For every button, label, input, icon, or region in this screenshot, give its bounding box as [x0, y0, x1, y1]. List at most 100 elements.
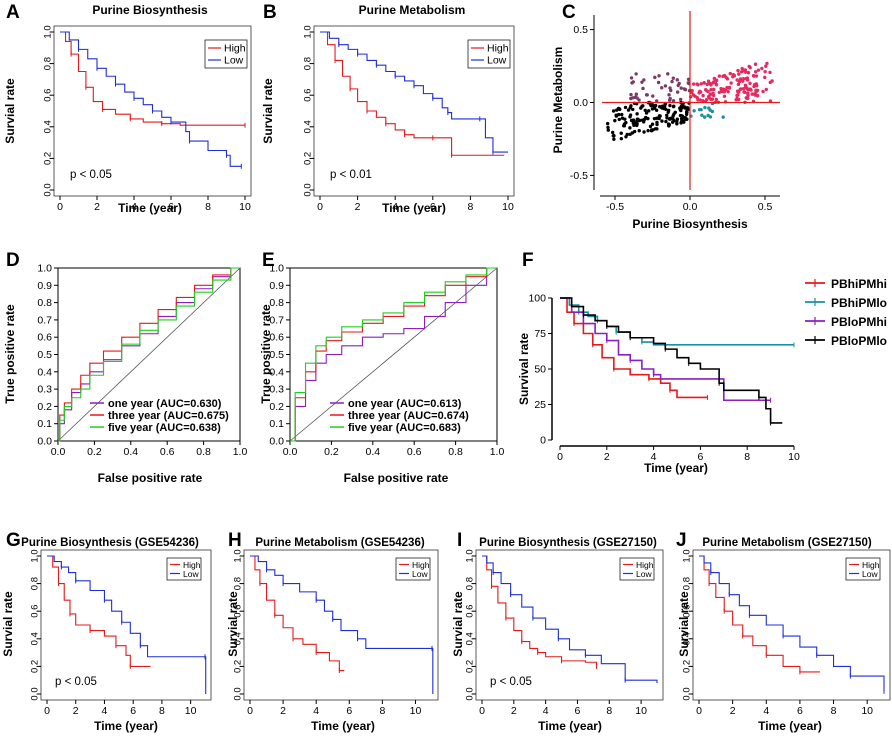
scatter-point	[736, 68, 740, 73]
scatter-point	[727, 85, 732, 90]
scatter-point	[629, 118, 634, 123]
x-axis-label: False positive rate	[344, 471, 449, 485]
x-tick-label: 4	[763, 705, 769, 717]
y-tick-label: 0.2	[233, 660, 244, 673]
x-tick-label: 2	[94, 201, 100, 213]
x-tick-label: 0.8	[196, 446, 211, 458]
scatter-point	[737, 90, 741, 94]
x-tick-label: 6	[575, 705, 581, 717]
km-curve-high	[699, 555, 821, 673]
y-tick-label: 0.3	[269, 384, 284, 396]
x-tick-label: 8	[205, 201, 211, 213]
scatter-point	[657, 74, 661, 78]
y-axis-label: Purine Metabolism	[551, 47, 565, 154]
scatter-point	[656, 80, 661, 85]
scatter-point	[667, 98, 672, 102]
y-tick-label: 0.5	[37, 349, 52, 361]
y-tick-label: 0.2	[465, 660, 476, 673]
x-tick-label: 1.0	[233, 446, 248, 458]
scatter-point	[699, 107, 703, 112]
scatter-point	[729, 81, 733, 85]
scatter-point	[700, 113, 704, 117]
y-tick-label: 0.8	[233, 577, 244, 590]
plot-frame	[475, 549, 664, 701]
x-tick-label: 1.0	[490, 446, 505, 458]
panel-e: E 0.0 0.2 0.4 0.6 0.8 1.0 0.0 0.1 0.2 0.3 0.4 0.5 0.6…	[259, 250, 504, 485]
chart-title: Purine Metabolism (GSE54236)	[255, 537, 425, 549]
scatter-group-pbhipmlo	[689, 101, 725, 119]
scatter-point	[641, 120, 646, 124]
y-tick-label: 100	[528, 293, 546, 305]
km-curve-low	[60, 31, 242, 167]
scatter-point	[668, 103, 672, 108]
scatter-point	[671, 116, 675, 121]
p-value-annotation: p < 0.05	[70, 169, 112, 181]
y-tick-label: 0.2	[682, 660, 693, 673]
scatter-point	[666, 110, 670, 114]
legend-label: PBloPMhi	[831, 315, 887, 329]
roc-curve-3	[58, 267, 240, 442]
panel-c: C -0.5 0.0 0.5 -0.5 0.0 0.5 Purine Biosynthesis…	[551, 2, 780, 231]
y-tick-label: 0.5	[573, 24, 588, 36]
scatter-point	[736, 82, 741, 87]
scatter-point	[635, 119, 639, 123]
y-tick-label: 0.7	[269, 314, 284, 326]
legend-label: three year (AUC=0.675)	[108, 410, 229, 422]
scatter-point	[648, 124, 653, 129]
x-tick-label: 10	[239, 201, 251, 213]
y-tick-label: 0.2	[303, 152, 314, 165]
scatter-point	[712, 76, 717, 81]
km-curve-low	[250, 555, 434, 694]
x-axis-label: Time (year)	[644, 461, 708, 475]
panel-label: D	[6, 250, 20, 271]
km-curve-low	[320, 31, 508, 153]
legend-label: PBhiPMhi	[831, 277, 887, 291]
scatter-point	[632, 123, 636, 127]
scatter-point	[667, 93, 671, 97]
x-tick-label: 8	[379, 705, 385, 717]
scatter-point	[653, 103, 658, 108]
scatter-point	[678, 106, 682, 110]
scatter-point	[643, 108, 647, 112]
scatter-point	[606, 125, 610, 130]
scatter-point	[696, 83, 700, 87]
scatter-point	[615, 108, 619, 112]
panel-h: H Purine Metabolism (GSE54236) 0 2 4 6 8 10 0.0 0…	[226, 530, 439, 733]
scatter-point	[675, 78, 679, 82]
x-tick-label: 2	[604, 451, 610, 463]
plot-frame	[313, 25, 515, 197]
x-tick-label: 2	[730, 705, 736, 717]
y-axis-label: Survial rate	[3, 78, 17, 144]
scatter-point	[752, 84, 756, 89]
scatter-point	[753, 62, 758, 66]
legend-label: High	[862, 560, 880, 570]
y-tick-label: 75	[534, 328, 546, 340]
x-axis-label: Time (year)	[311, 719, 375, 733]
scatter-point	[682, 119, 686, 123]
x-axis-label: False positive rate	[98, 471, 203, 485]
scatter-point	[722, 94, 727, 98]
scatter-point	[637, 98, 641, 102]
legend-label: High	[636, 560, 654, 570]
scatter-group-pblopmhi	[629, 72, 692, 105]
y-tick-label: 0.5	[269, 349, 284, 361]
scatter-point	[717, 74, 722, 78]
scatter-point	[675, 117, 680, 121]
x-tick-label: 4	[543, 705, 549, 717]
km-curve-low	[47, 555, 207, 694]
scatter-point	[755, 94, 760, 98]
km-curve-low	[482, 555, 658, 683]
scatter-point	[675, 90, 680, 94]
panel-g: G Purine Biosynthesis (GSE54236) 0 2 4 6 8 10 0.…	[1, 530, 212, 733]
x-tick-label: 8	[606, 705, 612, 717]
scatter-point	[629, 96, 633, 101]
legend-label: Low	[412, 569, 428, 579]
x-axis-label: Time (year)	[758, 719, 822, 733]
chart-title: Purine Biosynthesis (GSE27150)	[479, 537, 657, 549]
x-tick-label: 0	[44, 705, 50, 717]
y-axis-label: Survial rate	[1, 591, 15, 657]
panel-j: J Purine Metabolism (GSE27150) 0 2 4 6 8 10 0.0 0…	[676, 530, 891, 733]
scatter-point	[671, 114, 675, 118]
x-axis-label: Time (year)	[382, 201, 446, 215]
